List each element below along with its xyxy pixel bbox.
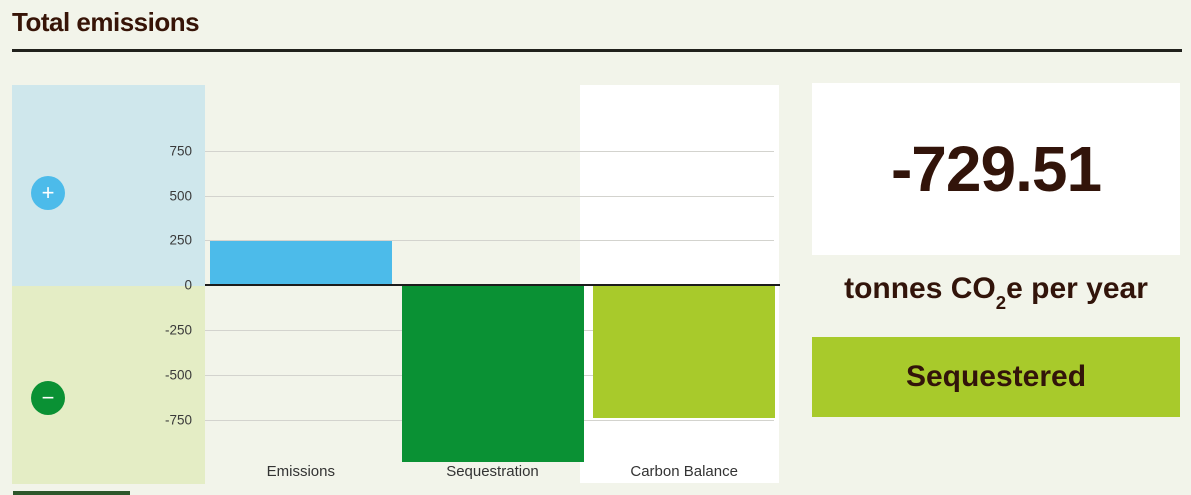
carbon-balance-value: -729.51 <box>890 133 1102 205</box>
units-label-subscript: 2 <box>995 292 1007 314</box>
status-badge-label: Sequestered <box>905 360 1087 393</box>
units-label-suffix: e per year <box>1006 272 1148 305</box>
bar-carbon-balance[interactable] <box>593 286 776 418</box>
y-tick-label: -750 <box>164 412 192 428</box>
units-label-prefix: tonnes CO <box>844 272 996 305</box>
units-label: tonnes CO2e per year <box>812 272 1180 312</box>
y-tick-label: 250 <box>169 232 192 248</box>
bar-sequestration[interactable] <box>401 286 584 462</box>
carbon-balance-value-card: -729.51 <box>812 83 1180 255</box>
partially-visible-element <box>13 491 130 495</box>
plot-area: Emissions Sequestration Carbon Balance <box>205 85 780 484</box>
x-axis-label: Carbon Balance <box>630 463 738 480</box>
bar-emissions[interactable] <box>209 241 392 286</box>
y-tick-label: 500 <box>169 188 192 204</box>
x-axis-label: Sequestration <box>446 463 539 480</box>
y-tick-label: 0 <box>184 277 192 293</box>
title-divider <box>12 49 1182 52</box>
gridline <box>205 150 774 152</box>
gridline <box>205 195 774 197</box>
minus-icon: − <box>31 381 65 415</box>
status-badge: Sequestered <box>812 337 1180 417</box>
y-tick-label: 750 <box>169 143 192 159</box>
plus-icon: + <box>31 176 65 210</box>
total-emissions-chart: + − 750 500 250 0 -250 -500 -750 Emissions Sequ… <box>12 85 780 484</box>
zero-line <box>205 284 780 287</box>
gridline <box>205 240 774 242</box>
y-axis-panel: + − 750 500 250 0 -250 -500 -750 <box>12 85 205 484</box>
y-tick-label: -500 <box>164 367 192 383</box>
x-axis-label: Emissions <box>266 463 335 480</box>
y-tick-label: -250 <box>164 322 192 338</box>
page-title: Total emissions <box>12 7 200 37</box>
